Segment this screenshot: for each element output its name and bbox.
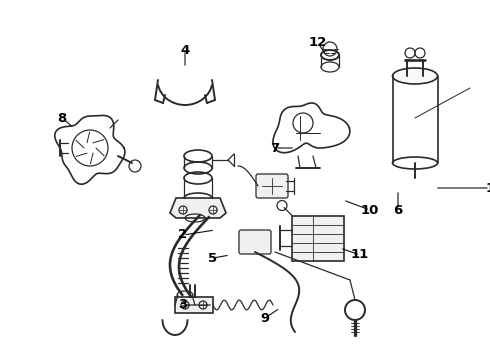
Polygon shape bbox=[175, 297, 213, 313]
Bar bbox=[292, 216, 344, 261]
FancyBboxPatch shape bbox=[256, 174, 288, 198]
Text: 1: 1 bbox=[486, 181, 490, 194]
FancyBboxPatch shape bbox=[239, 230, 271, 254]
Text: 9: 9 bbox=[261, 311, 270, 324]
Text: 5: 5 bbox=[208, 252, 218, 265]
Text: 3: 3 bbox=[178, 298, 188, 311]
Text: 7: 7 bbox=[270, 141, 280, 154]
Text: 4: 4 bbox=[180, 44, 190, 57]
Text: 6: 6 bbox=[393, 203, 403, 216]
Text: 10: 10 bbox=[361, 203, 379, 216]
Text: 11: 11 bbox=[351, 248, 369, 261]
Polygon shape bbox=[170, 198, 226, 218]
Text: 2: 2 bbox=[178, 229, 188, 242]
Ellipse shape bbox=[392, 68, 438, 84]
Text: 12: 12 bbox=[309, 36, 327, 49]
Text: 8: 8 bbox=[57, 112, 67, 125]
